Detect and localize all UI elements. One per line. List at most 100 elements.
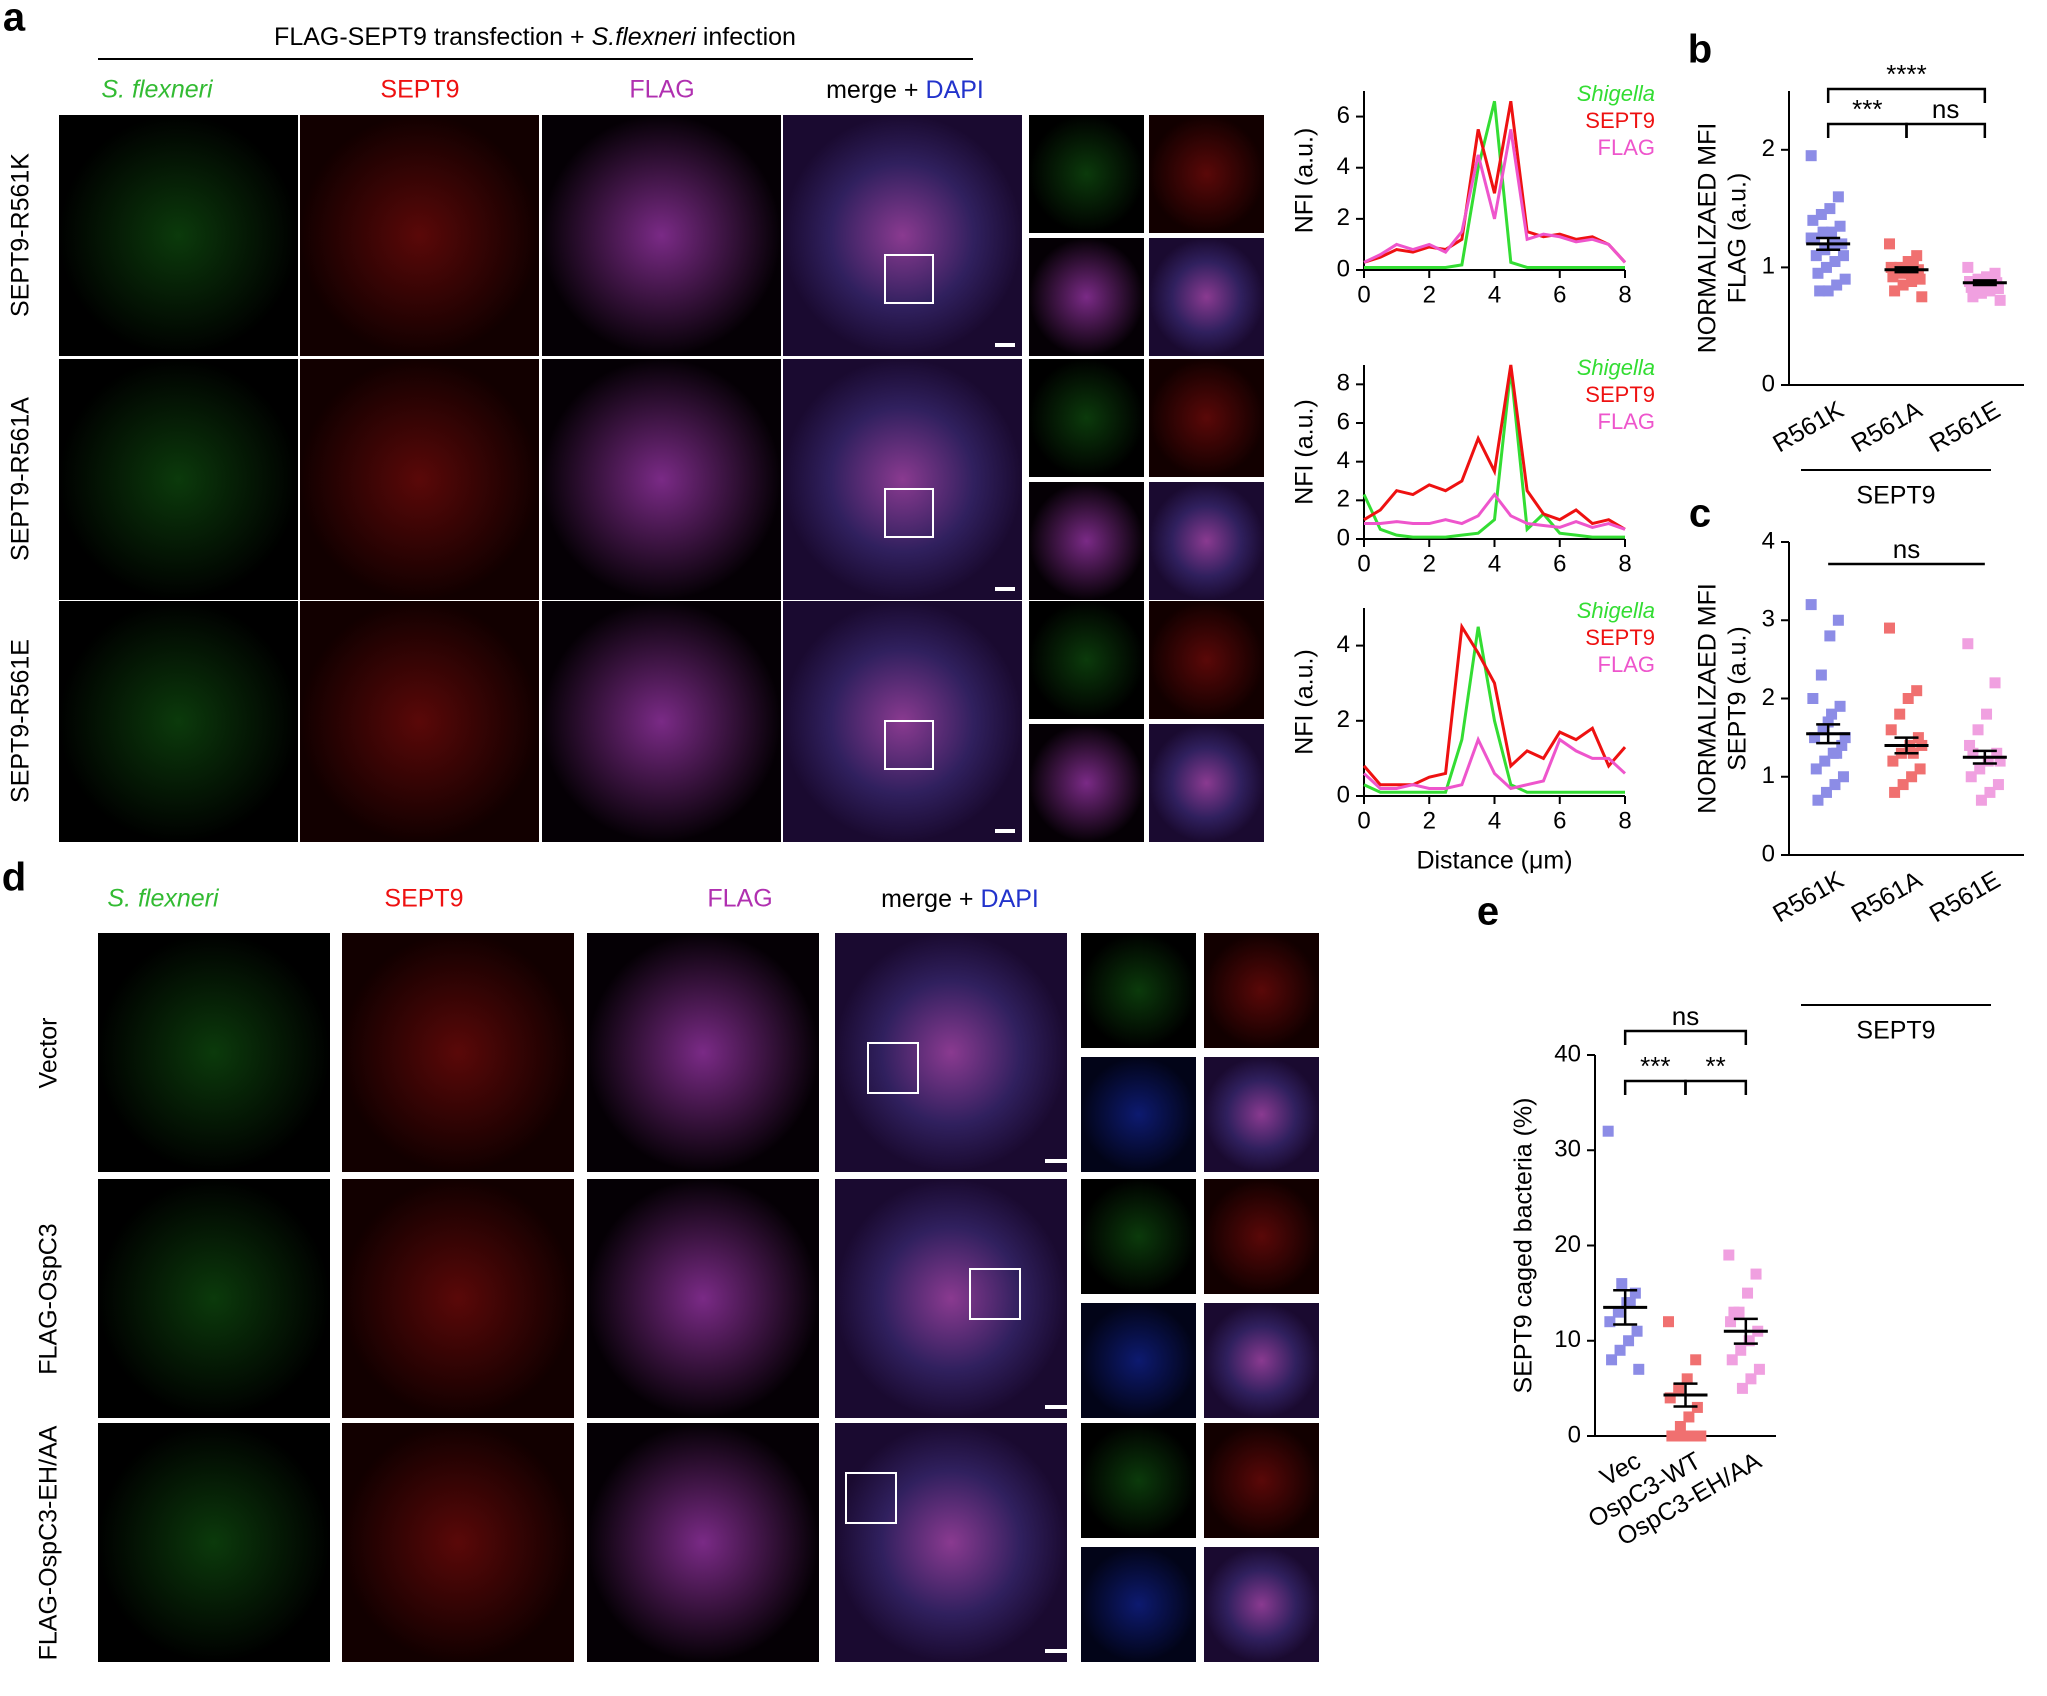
micrograph (59, 601, 298, 842)
data-point (1683, 1411, 1695, 1423)
y-tick-label: 10 (1554, 1326, 1581, 1353)
data-point (1975, 794, 1987, 806)
data-point (1832, 614, 1844, 626)
x-tick-label: 8 (1618, 807, 1631, 834)
data-point (1884, 622, 1895, 634)
y-tick-label: 8 (1337, 370, 1350, 397)
y-tick-label: 3 (1762, 606, 1775, 633)
micrograph (783, 115, 1022, 356)
micrograph (98, 1423, 330, 1662)
y-tick-label: 2 (1762, 684, 1775, 711)
data-point (1837, 771, 1849, 783)
column-label: SEPT9 (384, 885, 463, 913)
data-point (1834, 700, 1846, 712)
column-label: S. flexneri (107, 885, 220, 913)
group-label: SEPT9 (1856, 1017, 1935, 1045)
data-point (1623, 1335, 1635, 1347)
micrograph (300, 359, 539, 600)
legend-entry: SEPT9 (1585, 382, 1655, 407)
micrograph (1149, 482, 1264, 600)
data-point (1814, 285, 1826, 297)
significance-bracket (1684, 1079, 1748, 1095)
micrograph (1081, 1179, 1196, 1294)
data-point (1994, 294, 2006, 306)
data-point (1815, 208, 1827, 220)
row-label: SEPT9-R561A (7, 397, 35, 561)
x-tick-label: 2 (1423, 807, 1436, 834)
data-point (1824, 630, 1836, 642)
data-point (1832, 191, 1844, 203)
data-point (1885, 724, 1897, 736)
data-point (1604, 1316, 1616, 1328)
data-point (1723, 1249, 1735, 1261)
group-label: SEPT9 (1856, 482, 1935, 510)
data-point (1967, 291, 1979, 303)
micrograph (1149, 601, 1264, 719)
data-point (1914, 273, 1926, 285)
micrograph (542, 601, 781, 842)
data-point (1967, 747, 1979, 759)
micrograph (835, 1423, 1067, 1662)
micrograph (587, 1179, 819, 1418)
y-axis-label: SEPT9 (a.u.) (1724, 626, 1752, 771)
data-point (1994, 755, 2006, 767)
y-tick-label: 4 (1762, 527, 1775, 554)
data-point (1674, 1420, 1686, 1432)
data-point (1894, 708, 1906, 720)
y-tick-label: 2 (1337, 486, 1350, 513)
micrograph (59, 359, 298, 600)
profile-line (1363, 626, 1625, 794)
data-point (1805, 599, 1817, 611)
row-label: FLAG-OspC3 (35, 1223, 63, 1374)
significance-bracket (1826, 87, 1987, 103)
data-point (1664, 1392, 1676, 1404)
data-point (1817, 724, 1829, 736)
x-tick-label: 6 (1553, 281, 1566, 308)
micrograph (835, 933, 1067, 1172)
data-point (1829, 256, 1841, 268)
y-tick-label: 4 (1337, 153, 1350, 180)
data-point (1831, 747, 1843, 759)
data-point (1812, 794, 1824, 806)
data-point (1906, 276, 1918, 288)
data-point (1839, 732, 1851, 744)
merge: merge + (881, 885, 973, 913)
data-point (1831, 279, 1843, 291)
data-point (1810, 763, 1822, 775)
panel-letter: e (1477, 890, 1499, 934)
micrograph (1029, 115, 1144, 233)
data-point (1631, 1325, 1643, 1337)
data-point (1887, 271, 1899, 283)
micrograph (342, 1423, 574, 1662)
micrograph (542, 359, 781, 600)
micrograph (1029, 724, 1144, 842)
y-tick-label: 2 (1337, 204, 1350, 231)
y-tick-label: 1 (1762, 253, 1775, 280)
data-point (1965, 771, 1977, 783)
y-tick-label: 4 (1337, 447, 1350, 474)
profile-line (1364, 492, 1626, 531)
data-point (1819, 755, 1831, 767)
data-point (1834, 220, 1846, 232)
data-point (1974, 763, 1986, 775)
micrograph (300, 115, 539, 356)
roi-box (867, 1042, 919, 1094)
legend-entry: FLAG (1598, 409, 1655, 434)
data-point (1836, 739, 1848, 751)
row-label: SEPT9-R561K (7, 153, 35, 317)
x-tick-label: 2 (1423, 281, 1436, 308)
data-point (1614, 1344, 1626, 1356)
header-part: S.flexneri (592, 23, 698, 51)
data-point (1992, 779, 2004, 791)
profile-line (1363, 129, 1627, 264)
y-tick-label: 30 (1554, 1136, 1581, 1163)
y-tick-label: 2 (1337, 706, 1350, 733)
data-point (1991, 747, 2003, 759)
data-point (1822, 285, 1834, 297)
x-tick-label: 0 (1357, 550, 1370, 577)
data-point (1906, 771, 1918, 783)
y-axis-label: NFI (a.u.) (1291, 399, 1319, 505)
legend-entry: Shigella (1577, 81, 1655, 106)
dapi: DAPI (981, 885, 1039, 913)
significance-label: ns (1932, 94, 1959, 124)
